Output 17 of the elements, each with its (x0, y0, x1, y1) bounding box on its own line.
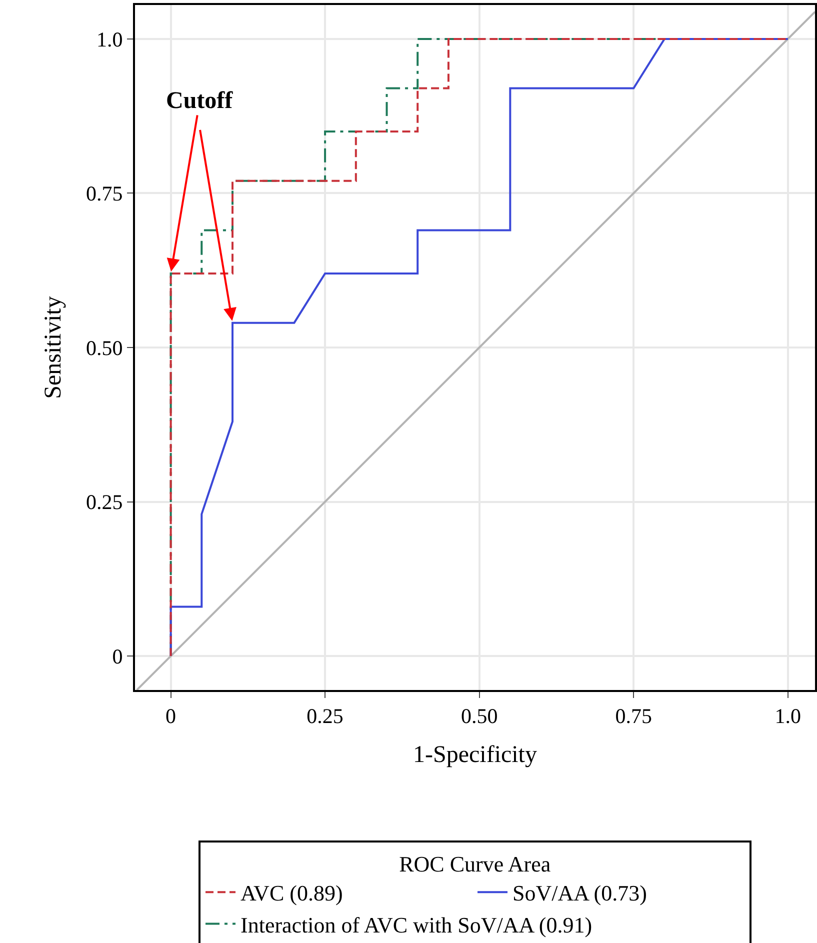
x-tick-label: 1.0 (774, 704, 801, 728)
y-tick-label: 0.75 (86, 182, 123, 206)
legend-label: AVC (0.89) (240, 880, 343, 906)
x-tick-label: 0.50 (460, 704, 498, 728)
y-tick-label: 1.0 (96, 27, 123, 52)
legend-label: Interaction of AVC with SoV/AA (0.91) (240, 912, 592, 938)
x-tick-label: 0 (166, 704, 176, 728)
x-axis-title: 1-Specificity (413, 742, 537, 768)
x-tick-label: 0.25 (306, 704, 344, 728)
x-tick-label: 0.75 (615, 704, 652, 728)
y-tick-label: 0.25 (86, 490, 123, 514)
annotation: Cutoff (166, 88, 234, 114)
legend-title: ROC Curve Area (399, 851, 551, 876)
y-tick-label: 0 (112, 644, 123, 668)
y-axis-title: Sensitivity (40, 296, 67, 399)
legend-label: SoV/AA (0.73) (512, 880, 647, 906)
y-tick-label: 0.50 (86, 336, 123, 360)
